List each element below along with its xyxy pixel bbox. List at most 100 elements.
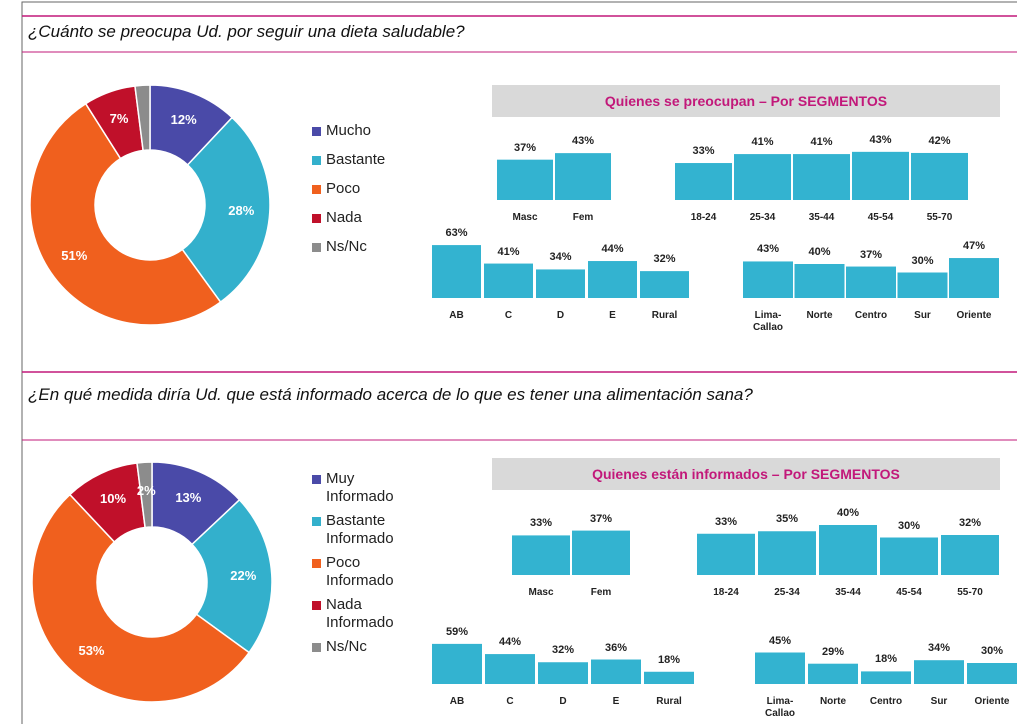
bar-category-label: Fem bbox=[590, 587, 612, 598]
bar bbox=[793, 154, 850, 200]
bar bbox=[808, 663, 858, 684]
bar-value-label: 33% bbox=[714, 515, 738, 528]
legend-swatch bbox=[312, 643, 321, 652]
bar-category-label: E bbox=[612, 696, 620, 707]
question: ¿Cuánto se preocupa Ud. por seguir una d… bbox=[28, 22, 465, 41]
donut-label: 28% bbox=[228, 202, 255, 218]
segments-title: Quienes se preocupan – Por SEGMENTOS bbox=[604, 93, 888, 109]
bar-category-label: Lima-Callao bbox=[752, 310, 783, 333]
bar bbox=[743, 261, 793, 298]
donut-slice bbox=[181, 116, 271, 304]
legend-swatch bbox=[312, 559, 321, 568]
legend-entry: Ns/Nc bbox=[312, 638, 421, 656]
bar bbox=[644, 671, 694, 684]
legend-swatch bbox=[312, 185, 321, 194]
bar-value-label: 41% bbox=[497, 245, 520, 258]
bar bbox=[758, 531, 816, 575]
bar-category-label: Centro bbox=[869, 696, 903, 707]
legend-swatch bbox=[312, 214, 321, 223]
bar-category-label: Centro bbox=[854, 310, 888, 321]
bar bbox=[675, 163, 732, 200]
bar bbox=[572, 530, 630, 575]
legend-entry: Mucho bbox=[312, 122, 421, 140]
bar bbox=[555, 153, 611, 200]
bar-value-label: 44% bbox=[498, 636, 522, 649]
bar-category-label: 25-34 bbox=[774, 587, 800, 598]
bar-value-label: 30% bbox=[980, 645, 1004, 657]
bar-category-label: D bbox=[556, 310, 565, 321]
bar-category-label: Masc bbox=[528, 587, 554, 598]
bar bbox=[512, 535, 570, 575]
bar-category-label: 55-70 bbox=[957, 587, 983, 598]
donut-slice bbox=[191, 498, 273, 654]
bar bbox=[697, 533, 755, 575]
bar-category-label: 35-44 bbox=[808, 212, 835, 223]
bar-value-label: 18% bbox=[657, 653, 681, 666]
bar-category-label: 45-54 bbox=[896, 587, 922, 598]
bar-category-label: 25-34 bbox=[749, 212, 776, 223]
bar-value-label: 32% bbox=[958, 517, 982, 529]
bar-value-label: 32% bbox=[551, 644, 575, 657]
bar-value-label: 47% bbox=[962, 240, 986, 253]
bar-value-label: 34% bbox=[549, 251, 572, 264]
legend-entry: Poco bbox=[312, 180, 421, 198]
legend-swatch bbox=[312, 127, 321, 136]
bar-category-label: Rural bbox=[656, 696, 682, 707]
bar-value-label: 30% bbox=[911, 254, 934, 267]
bar-value-label: 32% bbox=[653, 253, 676, 266]
bar bbox=[911, 152, 968, 200]
bar-category-label: E bbox=[609, 310, 616, 321]
donut-slice bbox=[29, 102, 222, 326]
legend-entry: Ns/Nc bbox=[312, 238, 421, 256]
bar-category-label: Norte bbox=[806, 310, 833, 321]
bar bbox=[897, 272, 948, 298]
bar-category-label: C bbox=[504, 310, 513, 321]
bar-value-label: 41% bbox=[751, 136, 774, 149]
bar bbox=[880, 537, 938, 575]
bar-category-label: 18-24 bbox=[690, 212, 717, 223]
bar-value-label: 59% bbox=[445, 625, 469, 638]
legend-swatch bbox=[312, 475, 321, 484]
legend-entry: Bastante bbox=[312, 151, 421, 169]
bar bbox=[852, 151, 909, 200]
frame bbox=[21, 1, 1017, 724]
bar-value-label: 37% bbox=[513, 141, 537, 154]
bar-value-label: 44% bbox=[601, 243, 624, 256]
bar-value-label: 63% bbox=[445, 227, 468, 240]
bar bbox=[846, 266, 896, 298]
bar-value-label: 41% bbox=[810, 136, 833, 149]
donut-label: 7% bbox=[109, 110, 129, 126]
bar-category-label: Oriente bbox=[956, 310, 992, 321]
bar-category-label: Masc bbox=[512, 212, 538, 223]
legend-entry: Muy Informado bbox=[312, 470, 421, 506]
bar-value-label: 37% bbox=[859, 248, 883, 261]
donut-label: 10% bbox=[100, 491, 127, 507]
bar bbox=[591, 659, 641, 684]
donut-slice bbox=[136, 461, 153, 529]
bar bbox=[914, 660, 964, 684]
donut-label: 13% bbox=[175, 490, 202, 506]
bar-value-label: 34% bbox=[927, 642, 951, 655]
bar bbox=[941, 535, 999, 575]
bar-value-label: 18% bbox=[874, 653, 898, 666]
bar-category-label: Sur bbox=[930, 696, 948, 707]
donut-label: 53% bbox=[78, 642, 105, 658]
bar bbox=[949, 258, 999, 298]
legend-swatch bbox=[312, 156, 321, 165]
legend-swatch bbox=[312, 243, 321, 252]
bar-value-label: 43% bbox=[869, 133, 892, 146]
header-bar bbox=[492, 85, 1000, 117]
header-bar bbox=[492, 458, 1000, 490]
bar bbox=[588, 261, 637, 298]
bar-value-label: 42% bbox=[928, 134, 951, 147]
bar-category-label: 55-70 bbox=[926, 212, 953, 223]
bar bbox=[640, 271, 689, 298]
bar bbox=[734, 154, 791, 200]
donut-label: 12% bbox=[170, 111, 197, 127]
bar-value-label: 33% bbox=[692, 145, 715, 158]
bar-category-label: C bbox=[506, 696, 514, 707]
legend-entry: Bastante Informado bbox=[312, 512, 421, 548]
segments-title: Quienes están informados – Por SEGMENTOS bbox=[592, 466, 900, 482]
bar bbox=[819, 525, 877, 575]
